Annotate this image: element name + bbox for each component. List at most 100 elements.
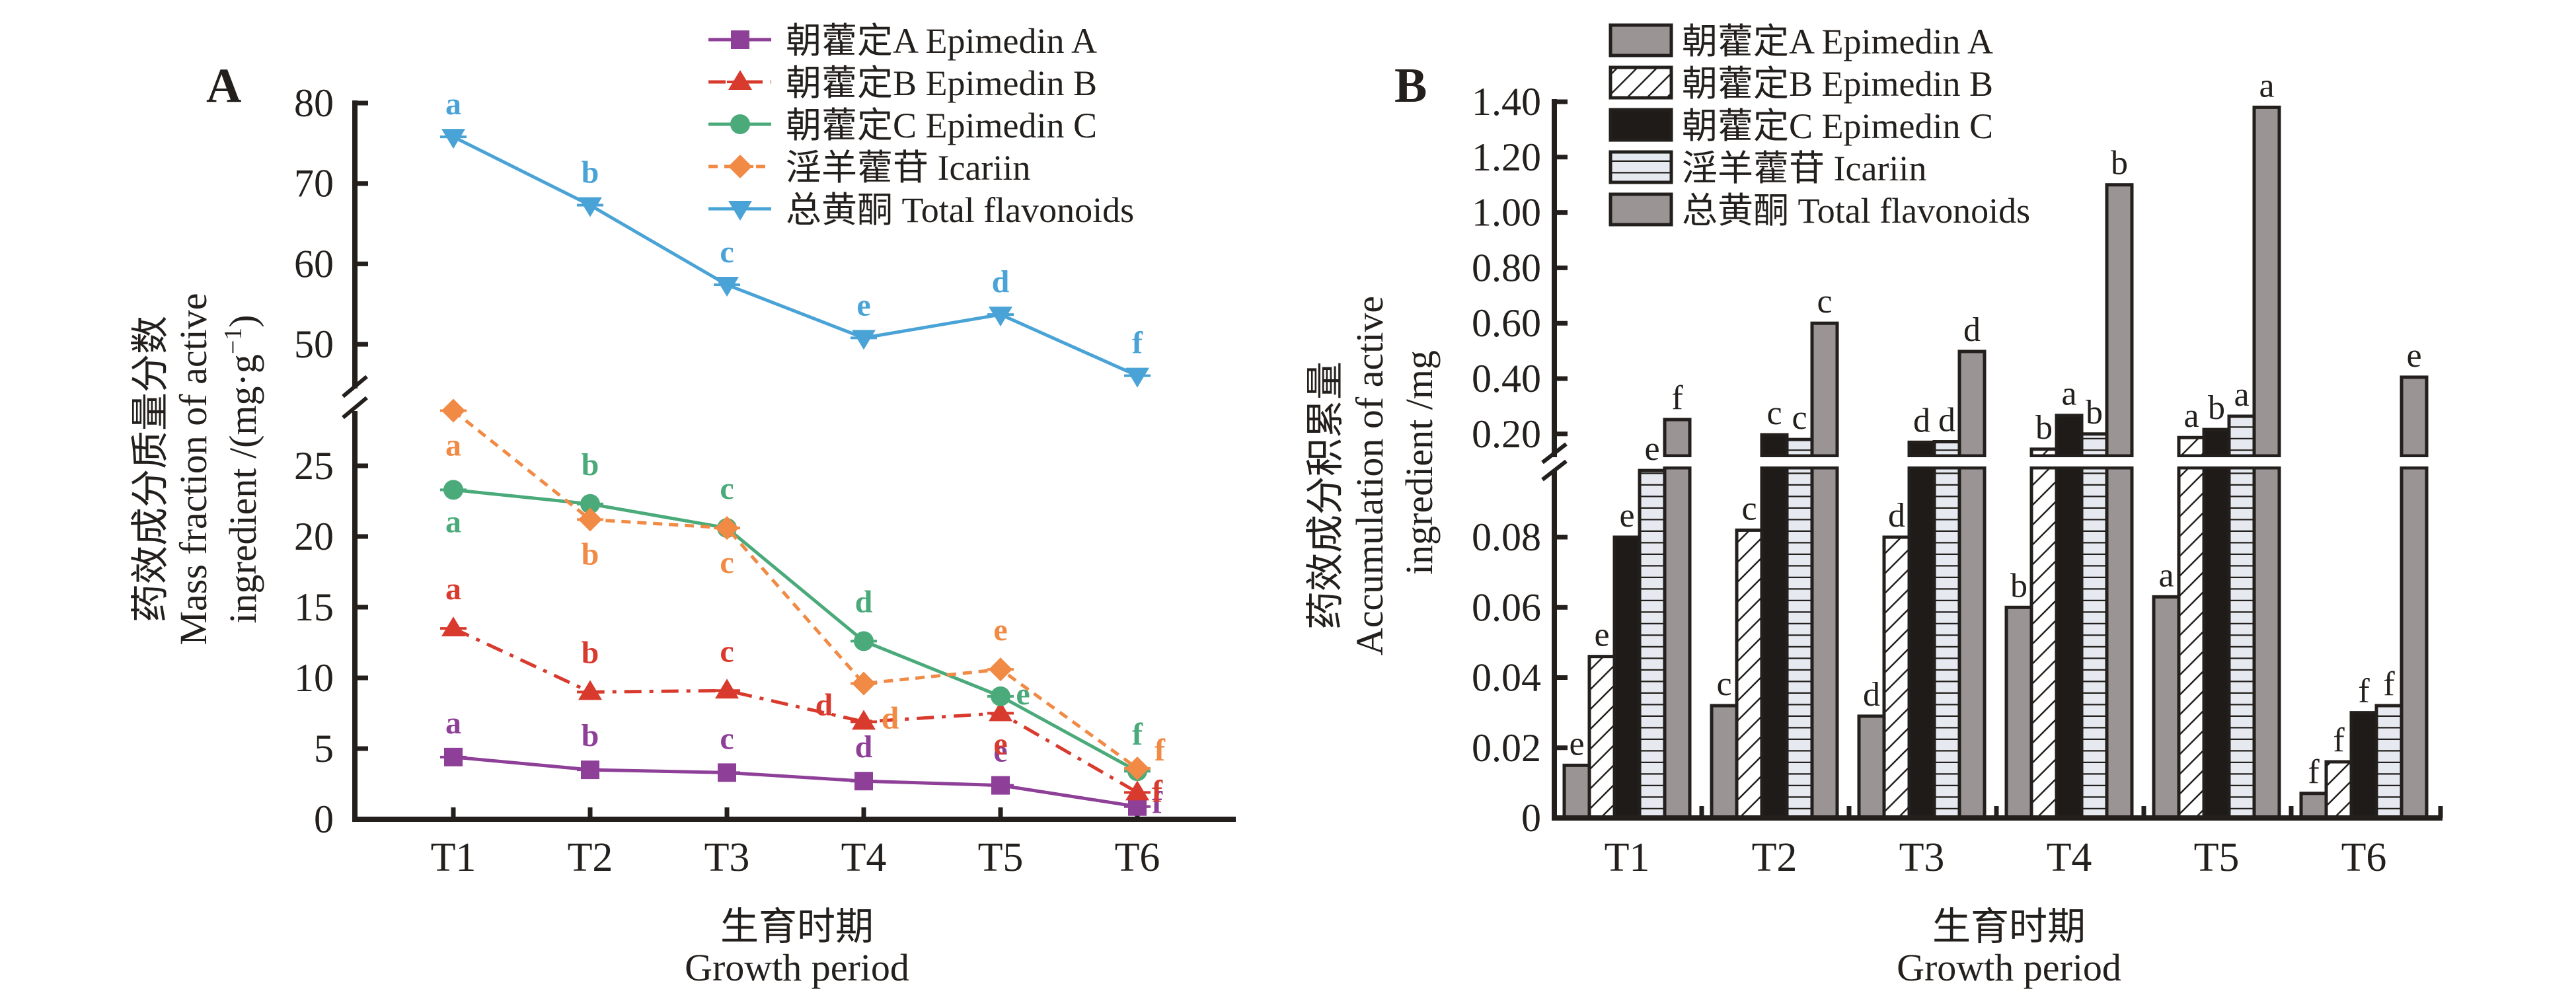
significance-letter: f	[2333, 722, 2345, 759]
bar-upper-segment	[2202, 427, 2231, 458]
bar-lower-segment	[2202, 466, 2231, 820]
bar	[2299, 792, 2328, 820]
legend-item: 朝藿定B Epimedin B	[708, 63, 1097, 103]
panel-b-y-title-line1-group: Accumulation of active	[1348, 296, 1391, 655]
series-line	[453, 488, 1139, 773]
panel-b-x-tick-label: T6	[2341, 835, 2387, 880]
panel-b-axis-break-mark	[1541, 442, 1568, 464]
legend-label: 朝藿定C Epimedin C	[1682, 106, 1993, 146]
axis-break-gap	[2104, 457, 2135, 466]
bar	[1857, 714, 1886, 820]
panel-b-y-tick-label: 0.08	[1472, 515, 1541, 559]
bar-upper-segment	[2029, 447, 2059, 458]
data-point-marker	[715, 277, 739, 297]
bar-upper-segment	[2105, 183, 2134, 458]
panel-b-y-tick-label: 0.40	[1472, 357, 1541, 400]
significance-letter: d	[855, 584, 873, 619]
data-point-marker	[578, 197, 602, 217]
bar-upper-segment	[2177, 435, 2206, 458]
legend-item: 淫羊藿苷 Icariin	[708, 148, 1030, 188]
bar-upper-segment	[1932, 440, 1961, 458]
panel-a-y-title-close: )	[221, 314, 264, 327]
significance-letter: c	[720, 721, 734, 756]
panel-a-y-tick-label: 50	[294, 322, 334, 366]
bar	[1562, 763, 1591, 820]
panel-a-y-tick-label: 80	[294, 81, 334, 125]
panel-a-x-tick-label: T5	[978, 835, 1024, 880]
significance-letter: f	[1132, 326, 1143, 361]
legend-item: 朝藿定A Epimedin A	[1609, 22, 1993, 61]
significance-letter: f	[1155, 733, 1166, 768]
panel-b-x-tick-label: T3	[1899, 835, 1945, 880]
panel-a-y-tick-label: 15	[294, 585, 334, 629]
significance-letter: a	[2234, 376, 2249, 414]
significance-letter: b	[582, 536, 599, 572]
significance-letter: d	[1913, 402, 1930, 439]
bar-group-T1	[1562, 418, 1692, 820]
bar	[1587, 655, 1616, 820]
bar-lower-segment	[2055, 466, 2084, 820]
bar-group-T4	[2004, 183, 2135, 820]
bar	[2349, 711, 2378, 820]
panel-b-y-title-cn: 药效成分积累量	[1304, 361, 1347, 630]
axis-break-gap	[2029, 457, 2059, 466]
significance-letter: f	[1671, 379, 1683, 417]
significance-letter: e	[1569, 725, 1584, 762]
panel-a-y-title-cn-group: 药效成分质量分数	[129, 316, 172, 622]
series-line	[453, 755, 1138, 809]
panel-a-series: a b c d e f a b c d e f a b c d e f a b c d e f a b c e d f	[440, 87, 1166, 821]
panel-a-x-tick-label: T1	[431, 835, 476, 880]
significance-letter: d	[855, 729, 873, 764]
data-point-marker	[989, 701, 1012, 722]
bar	[1638, 468, 1667, 820]
legend-item: 朝藿定B Epimedin B	[1609, 64, 1993, 104]
significance-letter: e	[993, 727, 1007, 762]
bar-upper-segment	[2227, 414, 2256, 458]
panel-b-y-title-line2-group: ingredient /mg	[1398, 350, 1441, 575]
bar-upper-segment	[2055, 414, 2084, 458]
data-point-marker	[852, 330, 876, 350]
panel-b-x-tick-label: T2	[1752, 835, 1798, 880]
bar-upper-segment	[1907, 440, 1936, 458]
significance-letter: a	[445, 428, 461, 463]
legend-label: 朝藿定B Epimedin B	[1682, 64, 1993, 104]
significance-letter: e	[856, 287, 870, 322]
bar-group-T3	[1857, 350, 1987, 820]
bar-lower-segment	[1957, 466, 1987, 820]
series-3: a b c d e f	[440, 447, 1151, 782]
panel-b-y-tick-label: 1.40	[1472, 80, 1541, 124]
significance-letter: a	[445, 706, 461, 741]
axis-break-gap	[1809, 457, 1840, 466]
legend-swatch-icon	[1609, 65, 1673, 100]
legend-item: 朝藿定A Epimedin A	[708, 21, 1097, 61]
bar-lower-segment	[1932, 466, 1961, 820]
data-point-marker	[989, 307, 1012, 327]
panel-a-label: A	[206, 59, 241, 113]
legend-label: 淫羊藿苷 Icariin	[786, 148, 1030, 188]
significance-letter: f	[1152, 774, 1163, 809]
panel-b-y-tick-label: 0	[1521, 796, 1541, 840]
bar-lower-segment	[2252, 466, 2281, 820]
series-line	[452, 626, 1139, 794]
data-point-marker	[1125, 780, 1149, 801]
significance-letter: c	[720, 235, 734, 270]
axis-break-gap	[1907, 457, 1937, 466]
panel-b-y-tick-label: 0.80	[1472, 246, 1541, 289]
bar	[2324, 760, 2353, 820]
panel-b-y-tick-label: 0.60	[1472, 301, 1541, 345]
legend-item: 朝藿定C Epimedin C	[1609, 106, 1993, 146]
bar-lower-segment	[2177, 466, 2206, 820]
panel-b-x-title: Growth period	[1897, 946, 2121, 989]
significance-letter: d	[992, 264, 1010, 299]
significance-letter: d	[1863, 676, 1880, 714]
bar-upper-segment	[1957, 350, 1987, 458]
legend-label: 朝藿定A Epimedin A	[1682, 22, 1993, 61]
panel-b-y-axis: 0.20 0.40 0.60 0.80 1.00 1.20 1.40 0 0.02 0.04 0.0…	[1472, 80, 1568, 840]
series-line	[452, 135, 1139, 377]
axis-break-gap	[1957, 457, 1987, 466]
axis-break-gap	[2226, 457, 2257, 466]
significance-letter: b	[582, 155, 599, 190]
bar	[1882, 535, 1911, 820]
panel-b-x-axis: T1 T2 T3 T4 T5 T6	[1552, 806, 2443, 880]
